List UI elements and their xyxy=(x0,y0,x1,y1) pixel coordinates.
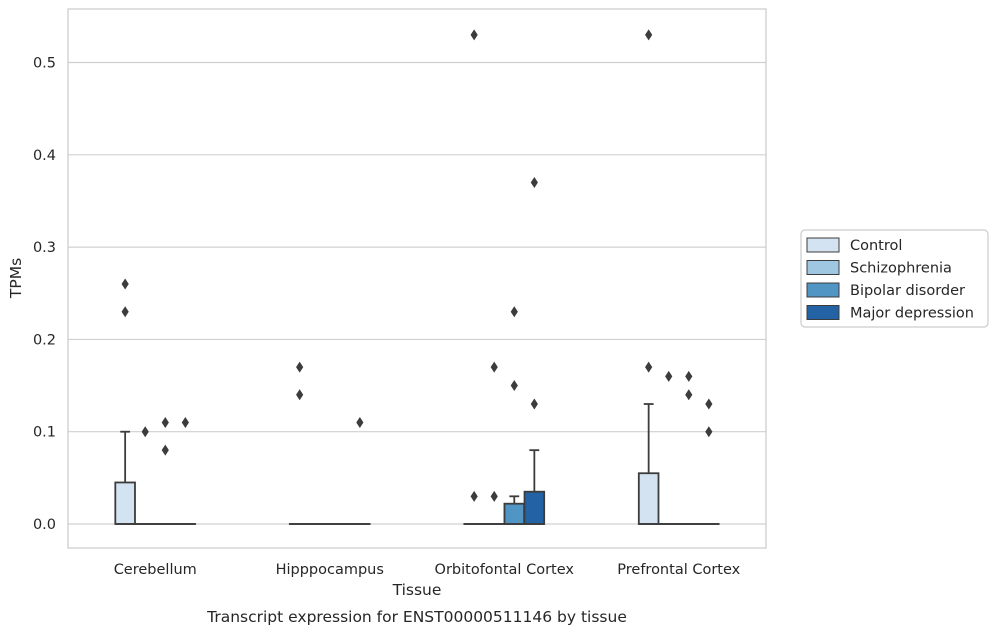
box-schizophrenia xyxy=(657,370,680,525)
outlier-point xyxy=(121,278,129,290)
outlier-point xyxy=(161,416,169,428)
outlier-point xyxy=(645,29,653,41)
y-tick-labels: 0.0 0.1 0.2 0.3 0.4 0.5 xyxy=(33,56,56,533)
x-tick-label: Prefrontal Cortex xyxy=(617,562,740,578)
y-tick-label: 0.3 xyxy=(33,240,56,256)
plot-frame xyxy=(67,8,767,549)
x-axis-label: Tissue xyxy=(392,581,442,599)
box-schizophrenia xyxy=(483,361,505,525)
outlier-point xyxy=(490,361,498,373)
grid-lines xyxy=(68,61,766,525)
outlier-point xyxy=(296,389,304,401)
legend-swatch xyxy=(806,237,840,253)
box-bipolar-disorder xyxy=(503,306,526,525)
box-major-depression xyxy=(698,398,720,525)
box-body xyxy=(503,502,526,525)
outlier-point xyxy=(685,370,693,382)
legend-swatch xyxy=(806,305,840,320)
y-tick-label: 0.1 xyxy=(33,425,56,441)
outlier-point xyxy=(141,426,149,438)
legend-swatch xyxy=(806,260,840,275)
outlier-point xyxy=(181,416,189,428)
box-bipolar-disorder xyxy=(678,370,700,525)
box-major-depression xyxy=(523,177,546,525)
outlier-point xyxy=(530,398,538,410)
legend-label: Control xyxy=(850,238,902,254)
outlier-point xyxy=(510,380,518,392)
outlier-point xyxy=(645,361,653,373)
outlier-point xyxy=(296,361,304,373)
outlier-point xyxy=(510,306,518,318)
legend-swatch xyxy=(806,282,840,298)
outlier-point xyxy=(490,490,498,502)
y-axis-label: TPMs xyxy=(7,258,25,299)
y-tick-label: 0.4 xyxy=(33,148,56,164)
outlier-point xyxy=(685,389,693,401)
box-major-depression xyxy=(349,416,371,525)
box-control xyxy=(114,278,136,525)
y-tick-label: 0.5 xyxy=(33,56,56,72)
legend-label: Major depression xyxy=(850,306,974,322)
outlier-point xyxy=(356,416,364,428)
outlier-point xyxy=(121,306,129,318)
legend-label: Bipolar disorder xyxy=(850,283,965,299)
y-tick-label: 0.0 xyxy=(33,517,56,533)
legend-frame xyxy=(800,229,989,328)
box-control xyxy=(637,29,660,525)
y-tick-label: 0.2 xyxy=(33,332,56,348)
x-tick-labels: Cerebellum Hipppocampus Orbitofontal Corte… xyxy=(114,562,741,578)
box-control xyxy=(288,361,311,525)
legend-label: Schizophrenia xyxy=(850,261,952,277)
box-body xyxy=(114,481,136,525)
outlier-point xyxy=(470,29,478,41)
outlier-point xyxy=(665,370,673,382)
box-control xyxy=(463,29,485,525)
outlier-point xyxy=(161,444,169,456)
legend: Control Schizophrenia Bipolar disorder Majo… xyxy=(800,229,989,328)
outlier-point xyxy=(470,490,478,502)
chart-caption: Transcript expression for ENST0000051114… xyxy=(206,608,627,626)
box-major-depression xyxy=(174,416,197,525)
x-tick-label: Cerebellum xyxy=(114,562,197,578)
box-plot-marks xyxy=(114,29,720,525)
x-tick-label: Orbitofontal Cortex xyxy=(435,562,575,578)
outlier-point xyxy=(530,177,538,189)
box-body xyxy=(637,472,660,525)
outlier-point xyxy=(705,426,713,438)
outlier-point xyxy=(705,398,713,410)
box-schizophrenia xyxy=(134,426,156,525)
x-tick-label: Hipppocampus xyxy=(276,562,384,578)
box-bipolar-disorder xyxy=(154,416,177,525)
box-body xyxy=(523,490,546,525)
